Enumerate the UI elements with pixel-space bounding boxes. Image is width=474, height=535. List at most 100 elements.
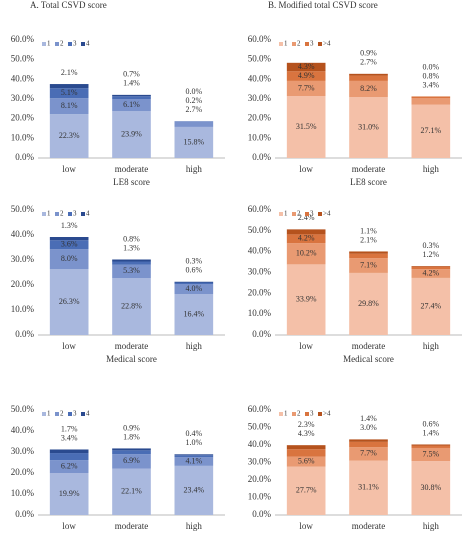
y-tick-label: 50.0%: [11, 404, 35, 414]
x-tick-label: high: [186, 341, 203, 351]
legend-label: 1: [47, 40, 51, 48]
value-label: 0.3%: [185, 257, 202, 266]
value-label: 3.4%: [422, 80, 439, 89]
value-label: 0.8%: [422, 71, 439, 80]
value-label: 33.9%: [296, 295, 317, 304]
x-tick-label: moderate: [115, 341, 148, 351]
y-tick-label: 40.0%: [248, 439, 272, 449]
panel-heading: A. Total CSVD score: [30, 0, 107, 10]
value-label: 2.7%: [360, 58, 377, 67]
legend-label: 2: [297, 410, 301, 418]
value-label: 6.9%: [123, 456, 140, 465]
value-label: 31.0%: [358, 122, 379, 131]
value-label: 0.6%: [185, 266, 202, 275]
value-label: 29.8%: [358, 299, 379, 308]
bar-segment: [286, 449, 326, 457]
y-tick-label: 50.0%: [11, 54, 35, 64]
value-label: 1.2%: [422, 250, 439, 259]
bar-segment: [411, 269, 451, 278]
x-tick-label: low: [299, 164, 313, 174]
legend-swatch: [55, 212, 59, 216]
bar-segment: [112, 259, 151, 262]
x-tick-label: moderate: [352, 164, 385, 174]
bar-segment: [411, 266, 451, 270]
legend-swatch: [42, 212, 46, 216]
legend-label: 3: [73, 410, 77, 418]
bar-segment: [49, 98, 89, 115]
value-label: 4.3%: [298, 429, 315, 438]
y-tick-label: 30.0%: [11, 93, 35, 103]
bar-segment: [286, 456, 326, 467]
bar-segment: [286, 62, 326, 72]
value-label: 1.4%: [360, 414, 377, 423]
bar-segment: [174, 126, 214, 158]
value-label: 8.0%: [61, 254, 78, 263]
legend-label: 1: [284, 210, 288, 218]
y-tick-label: 60.0%: [248, 34, 272, 44]
y-tick-label: 30.0%: [11, 254, 35, 264]
y-tick-label: 20.0%: [248, 113, 272, 123]
legend-label: 3: [73, 40, 77, 48]
bar-segment: [411, 444, 451, 446]
bar-segment: [349, 441, 388, 448]
value-label: 1.4%: [123, 79, 140, 88]
legend-label: 2: [60, 210, 64, 218]
value-label: 19.9%: [59, 489, 80, 498]
y-tick-label: 60.0%: [248, 404, 272, 414]
bar-segment: [286, 96, 326, 158]
y-tick-label: 0.0%: [252, 152, 271, 162]
value-label: 7.7%: [298, 83, 315, 92]
x-axis-title: LE8 score: [113, 177, 150, 187]
value-label: 3.4%: [61, 433, 78, 442]
value-label: 0.2%: [185, 96, 202, 105]
value-label: 2.1%: [61, 68, 78, 77]
value-label: 30.8%: [420, 483, 441, 492]
bar-segment: [411, 277, 451, 335]
bar-segment: [49, 269, 89, 335]
y-tick-label: 10.0%: [248, 492, 272, 502]
x-tick-label: moderate: [115, 521, 148, 531]
bar-segment: [112, 110, 151, 158]
legend-label: >4: [323, 210, 331, 218]
bar-segment: [411, 447, 451, 462]
value-label: 3.6%: [61, 240, 78, 249]
bar-segment: [349, 251, 388, 254]
y-tick-label: 60.0%: [248, 204, 272, 214]
legend-label: 4: [86, 210, 90, 218]
legend-swatch: [42, 412, 46, 416]
x-axis-title: Medical score: [106, 354, 157, 364]
value-label: 8.2%: [360, 84, 377, 93]
value-label: 1.7%: [61, 424, 78, 433]
legend-swatch: [81, 412, 85, 416]
value-label: 31.5%: [296, 122, 317, 131]
bar-segment: [174, 465, 214, 515]
legend-label: >4: [323, 40, 331, 48]
bar-segment: [174, 282, 214, 284]
legend-swatch: [292, 412, 296, 416]
value-label: 4.0%: [185, 284, 202, 293]
bar-segment: [411, 445, 451, 448]
x-tick-label: low: [62, 521, 76, 531]
y-tick-label: 30.0%: [248, 457, 272, 467]
value-label: 23.9%: [121, 129, 142, 138]
legend-swatch: [279, 412, 283, 416]
y-tick-label: 0.0%: [15, 509, 34, 519]
x-tick-label: high: [423, 164, 440, 174]
legend-label: 1: [284, 40, 288, 48]
bar-segment: [411, 104, 451, 158]
y-tick-label: 0.0%: [15, 152, 34, 162]
bar-segment: [349, 447, 388, 461]
bar-segment: [112, 454, 151, 469]
value-label: 5.3%: [123, 266, 140, 275]
y-tick-label: 40.0%: [248, 73, 272, 83]
legend-label: 4: [86, 410, 90, 418]
x-tick-label: high: [186, 164, 203, 174]
bar-segment: [349, 253, 388, 259]
value-label: 22.3%: [59, 131, 80, 140]
y-tick-label: 20.0%: [248, 474, 272, 484]
legend-label: 3: [310, 210, 314, 218]
legend-swatch: [305, 212, 309, 216]
legend-swatch: [68, 42, 72, 46]
bar-segment: [112, 468, 151, 515]
bar-segment: [286, 80, 326, 97]
